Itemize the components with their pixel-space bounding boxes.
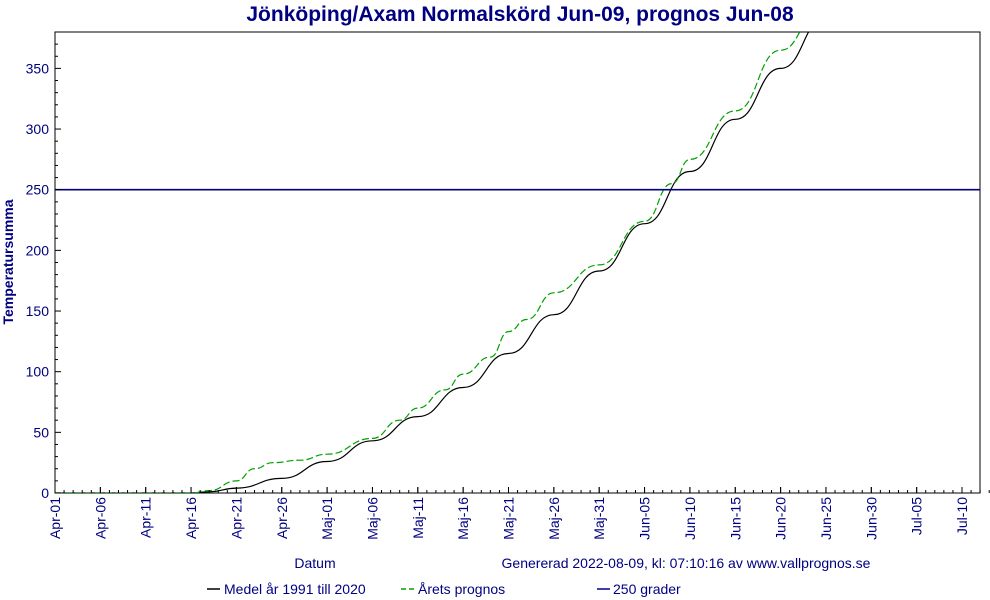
x-tick-label: Apr-11 <box>138 497 154 538</box>
plot-area <box>54 31 981 494</box>
y-tick-label: 150 <box>26 303 50 319</box>
x-tick-label: Apr-01 <box>47 497 63 539</box>
x-tick-label: Maj-01 <box>319 497 335 540</box>
legend-label-medel: Medel år 1991 till 2020 <box>224 581 366 597</box>
x-tick-label: Maj-21 <box>501 497 517 540</box>
x-tick-label: Jul-05 <box>909 497 925 535</box>
x-axis-label: Datum <box>294 555 335 571</box>
x-tick-label: Jun-20 <box>773 497 789 540</box>
x-tick-label: Jun-25 <box>818 497 834 540</box>
x-tick-label: Apr-06 <box>92 497 108 539</box>
x-tick-label: Jun-05 <box>637 497 653 540</box>
x-tick-label: Apr-16 <box>183 497 199 539</box>
x-tick-label: Jul-10 <box>954 497 970 535</box>
y-tick-label: 0 <box>41 485 49 501</box>
x-tick-label: Maj-11 <box>410 497 426 539</box>
chart-title: Jönköping/Axam Normalskörd Jun-09, progn… <box>246 3 794 26</box>
generated-text: Genererad 2022-08-09, kl: 07:10:16 av ww… <box>502 555 871 571</box>
x-tick-label: Maj-31 <box>591 497 607 540</box>
legend-label-250: 250 grader <box>613 581 681 597</box>
x-axis: Apr-01 Apr-06 Apr-11 Apr-16 Apr-21 Apr-26 Maj-… <box>47 487 990 540</box>
y-tick-label: 200 <box>26 242 50 258</box>
legend: Medel år 1991 till 2020 Årets prognos 25… <box>207 581 681 597</box>
x-tick-label: Maj-16 <box>455 497 471 540</box>
series-layer <box>55 32 980 493</box>
y-tick-label: 350 <box>26 60 50 76</box>
series-line-medel <box>55 32 810 493</box>
y-axis: 0 50 100 150 200 250 300 350 <box>26 31 61 501</box>
y-tick-label: 50 <box>33 424 49 440</box>
y-tick-label: 300 <box>26 121 50 137</box>
y-tick-label: 250 <box>26 182 50 198</box>
x-tick-label: Maj-26 <box>546 497 562 540</box>
x-tick-label: Jun-10 <box>682 497 698 540</box>
x-tick-label: Maj-06 <box>364 497 380 540</box>
y-axis-label: Temperatursumma <box>0 199 16 324</box>
series-line-prognos <box>55 32 801 493</box>
x-tick-label: Apr-21 <box>228 497 244 539</box>
x-tick-label: Apr-26 <box>274 497 290 539</box>
y-tick-label: 100 <box>26 364 50 380</box>
x-tick-label: Jun-15 <box>727 497 743 540</box>
x-tick-label: Jun-30 <box>863 497 879 540</box>
legend-label-prognos: Årets prognos <box>418 581 505 597</box>
